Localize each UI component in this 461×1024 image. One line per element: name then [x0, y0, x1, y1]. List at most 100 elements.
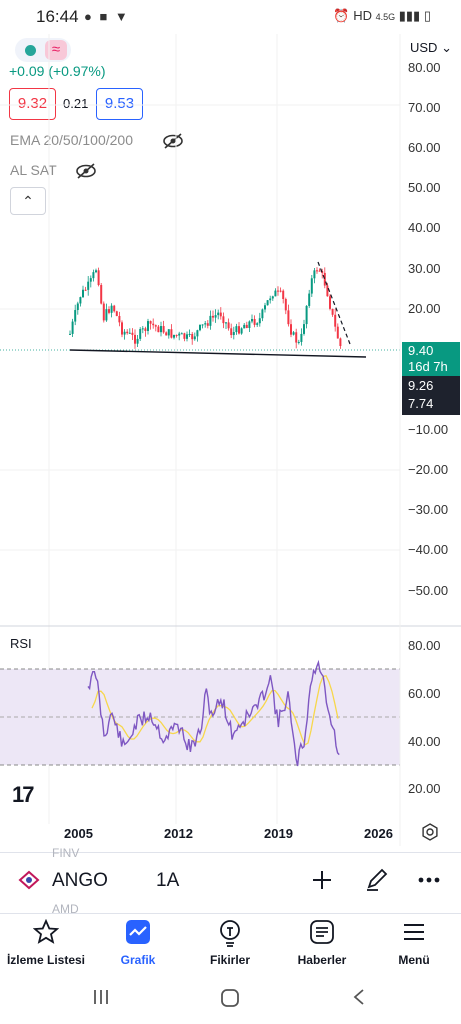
- candle-body: [287, 310, 290, 325]
- lightbulb-icon: [220, 920, 240, 947]
- support-trendline: [69, 349, 367, 358]
- candle-body: [264, 305, 266, 310]
- candle-body: [115, 311, 118, 316]
- candle-body: [108, 309, 110, 313]
- price-axis-label: 70.00: [408, 100, 441, 115]
- currency-selector[interactable]: USD ⌄: [410, 40, 452, 56]
- nav-chart[interactable]: Grafik: [92, 913, 184, 967]
- price-axis-label: 30.00: [408, 261, 441, 276]
- candle-body: [232, 332, 235, 336]
- candle-body: [110, 305, 113, 313]
- hidden-eye-icon[interactable]: [75, 163, 97, 179]
- menu-icon: [404, 924, 424, 940]
- time-axis-label: 2012: [164, 826, 193, 841]
- sell-price-button[interactable]: 9.32: [9, 88, 56, 120]
- candle-body: [329, 296, 331, 309]
- candle-body: [256, 323, 259, 325]
- indicator-ema[interactable]: EMA 20/50/100/200: [10, 132, 133, 148]
- candle-body: [253, 318, 256, 325]
- candle-body: [303, 324, 305, 334]
- nav-label: Grafik: [120, 953, 156, 967]
- candle-body: [238, 326, 240, 334]
- system-indicators: ⏰ HD 4.5G ▮▮▮ ▯: [333, 8, 431, 24]
- candle-body: [170, 329, 173, 338]
- candle-body: [178, 333, 181, 336]
- nav-watchlist[interactable]: İzleme Listesi: [0, 913, 92, 967]
- candle-body: [204, 323, 207, 325]
- next-symbol-ghost: AMD: [52, 902, 79, 916]
- candle-body: [152, 323, 155, 326]
- bottom-navigation: [0, 913, 461, 980]
- settings-gear-icon[interactable]: [421, 823, 439, 841]
- candle-body: [206, 323, 209, 326]
- price-chart[interactable]: [0, 34, 461, 846]
- signal-icon: ▮▮▮: [398, 8, 421, 23]
- news-icon: [310, 920, 334, 944]
- draw-pen-icon[interactable]: [364, 866, 390, 892]
- chart-icon: [126, 920, 150, 944]
- chevron-down-icon: ⌄: [441, 40, 452, 55]
- candle-body: [230, 328, 233, 336]
- add-plus-icon[interactable]: [310, 868, 334, 892]
- nav-label: Menü: [398, 953, 430, 967]
- symbol-logo-icon: [18, 870, 40, 890]
- candle-body: [154, 325, 157, 327]
- interval-selector[interactable]: 1A: [156, 870, 180, 891]
- rsi-axis-label: 20.00: [408, 781, 441, 796]
- candle-body: [157, 326, 160, 333]
- buy-price-button[interactable]: 9.53: [96, 88, 143, 120]
- prev-symbol-ghost: FINV: [52, 846, 80, 860]
- nav-ideas[interactable]: Fikirler: [184, 913, 276, 967]
- indicator-al-sat[interactable]: AL SAT: [10, 162, 57, 178]
- tradingview-logo[interactable]: 17: [12, 782, 35, 807]
- candle-body: [284, 299, 287, 311]
- candle-body: [136, 338, 139, 344]
- alarm-icon: ⏰: [333, 8, 350, 23]
- candle-body: [336, 326, 339, 339]
- resistance-trendline: [317, 261, 351, 345]
- back-icon[interactable]: [352, 988, 366, 1006]
- candle-body: [196, 330, 199, 337]
- candle-body: [271, 296, 274, 299]
- candle-body: [334, 314, 337, 327]
- candle-body: [212, 315, 214, 318]
- candle-body: [217, 312, 220, 316]
- collapse-legend-button[interactable]: ⌃: [10, 187, 46, 215]
- nav-news[interactable]: Haberler: [276, 913, 368, 967]
- live-dot-icon: [25, 45, 36, 56]
- candle-body: [162, 326, 165, 333]
- rsi-pane-title[interactable]: RSI: [10, 636, 32, 651]
- price-axis-label: 60.00: [408, 140, 441, 155]
- line-price-tag: 9.26 7.74: [402, 376, 460, 415]
- home-icon[interactable]: [220, 988, 240, 1008]
- candle-body: [209, 315, 212, 326]
- recent-apps-icon[interactable]: [92, 988, 110, 1006]
- candle-body: [245, 324, 248, 328]
- symbol-name[interactable]: ANGO: [52, 870, 108, 891]
- nav-menu[interactable]: Menü: [368, 913, 460, 967]
- hidden-eye-icon[interactable]: [162, 133, 184, 149]
- candle-body: [235, 326, 238, 333]
- candle-body: [261, 309, 264, 319]
- candle-body: [339, 338, 342, 347]
- more-options-icon[interactable]: [418, 876, 440, 884]
- candle-body: [274, 290, 277, 297]
- hd-icon: HD: [353, 8, 372, 23]
- candle-body: [227, 322, 230, 329]
- candle-body: [84, 289, 87, 291]
- wave-icon: ≈: [45, 40, 67, 60]
- chevron-up-icon: ⌃: [22, 193, 34, 209]
- price-change: +0.09 (+0.97%): [9, 63, 106, 79]
- candle-body: [121, 322, 123, 335]
- system-navigation: [0, 980, 461, 1024]
- candle-body: [134, 334, 136, 344]
- nav-label: Haberler: [297, 953, 347, 967]
- star-icon: [32, 918, 60, 944]
- bar-countdown: 16d 7h: [408, 359, 448, 374]
- rsi-axis-label: 40.00: [408, 734, 441, 749]
- status-time: 16:44: [36, 7, 79, 26]
- candle-body: [186, 334, 188, 339]
- candle-body: [92, 272, 95, 279]
- chart-mode-toggle[interactable]: ≈: [15, 38, 71, 62]
- candle-body: [222, 316, 225, 324]
